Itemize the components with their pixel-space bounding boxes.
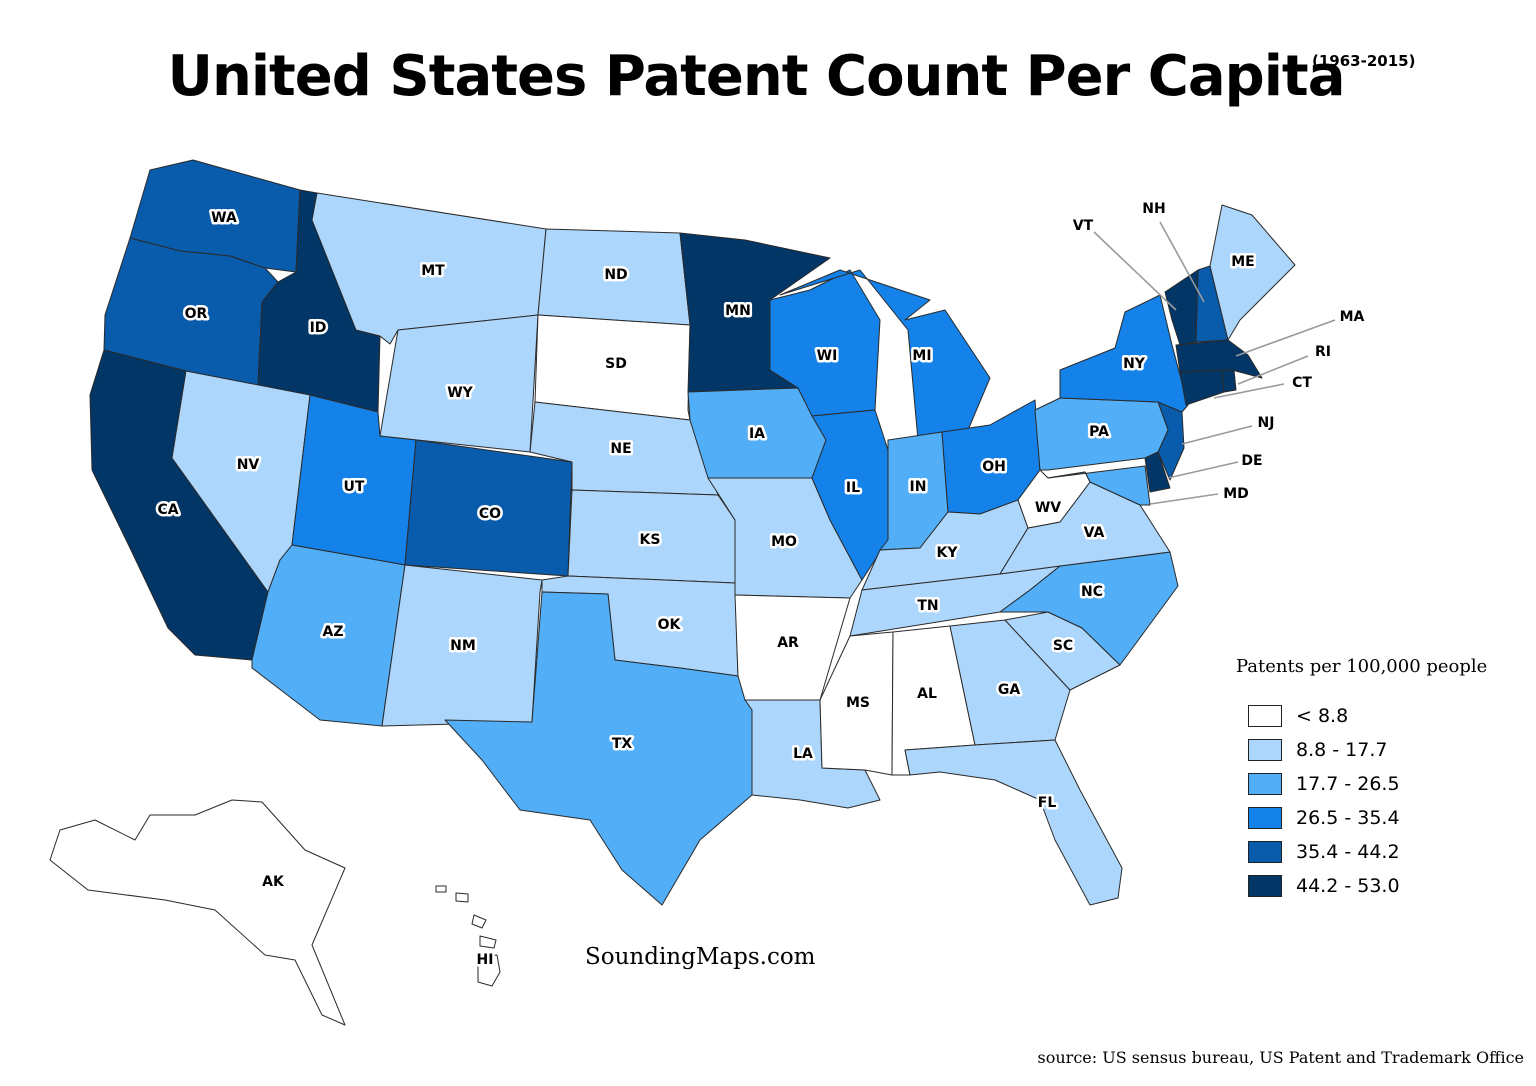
state-MI[interactable] [779,269,991,441]
state-label-MO: MO [771,534,797,550]
state-label-ID: ID [310,320,327,336]
state-IL[interactable] [811,409,889,581]
state-label-NV: NV [237,457,260,473]
state-label-IL: IL [846,480,860,496]
legend-label: 17.7 - 26.5 [1296,773,1400,795]
state-label-ND: ND [604,267,627,283]
map-subtitle: (1963-2015) [1312,52,1416,70]
state-label-GA: GA [998,682,1020,698]
state-label-LA: LA [793,746,813,762]
state-label-NY: NY [1123,356,1146,372]
state-RI[interactable] [1221,369,1237,393]
label-leader-lines [1093,221,1336,505]
legend-label: < 8.8 [1296,705,1349,727]
state-label-UT: UT [344,479,365,495]
state-NM[interactable] [381,564,543,727]
map-legend: Patents per 100,000 people < 8.8 8.8 - 1… [1236,656,1516,903]
state-label-KS: KS [640,532,661,548]
state-SD[interactable] [534,314,691,421]
state-label-CA: CA [157,502,178,518]
legend-label: 35.4 - 44.2 [1296,841,1400,863]
state-label-MI: MI [912,348,931,364]
state-NC[interactable] [999,551,1179,666]
state-WY[interactable] [379,314,539,453]
state-label-IN: IN [910,479,927,495]
state-HI[interactable] [477,954,501,987]
legend-item: 35.4 - 44.2 [1236,835,1516,869]
state-label-OK: OK [658,617,682,633]
state-label-VA: VA [1084,525,1105,541]
state-FL[interactable] [904,739,1123,906]
state-label-WA: WA [211,210,237,226]
state-label-IA: IA [749,426,765,442]
state-label-SC: SC [1053,638,1073,654]
legend-item: 26.5 - 35.4 [1236,801,1516,835]
state-label-ME: ME [1231,254,1255,270]
state-label-AR: AR [777,635,799,651]
state-label-CO: CO [479,506,501,522]
legend-swatch [1248,807,1282,829]
state-NY[interactable] [1059,294,1189,413]
state-label-WY: WY [447,385,473,401]
state-label-OR: OR [185,306,208,322]
state-label-DE: DE [1241,453,1262,469]
legend-swatch [1248,875,1282,897]
legend-item: 44.2 - 53.0 [1236,869,1516,903]
legend-item: 17.7 - 26.5 [1236,767,1516,801]
state-label-SD: SD [605,356,627,372]
state-label-AZ: AZ [323,624,344,640]
state-label-AL: AL [917,686,937,702]
state-label-AK: AK [262,874,285,890]
state-ME[interactable] [1209,204,1296,341]
state-label-NM: NM [450,638,476,654]
state-label-HI: HI [477,952,494,968]
state-label-NC: NC [1081,584,1103,600]
state-label-RI: RI [1315,344,1331,360]
state-label-VT: VT [1073,218,1094,234]
legend-swatch [1248,773,1282,795]
hawaii-islands [435,885,497,949]
state-AK[interactable] [49,799,346,1026]
legend-item: 8.8 - 17.7 [1236,733,1516,767]
state-label-NJ: NJ [1258,415,1275,431]
legend-swatch [1248,841,1282,863]
legend-item: < 8.8 [1236,699,1516,733]
state-label-TN: TN [917,598,938,614]
legend-title: Patents per 100,000 people [1236,656,1488,677]
state-label-FL: FL [1038,795,1057,811]
state-TX[interactable] [444,591,753,906]
state-label-CT: CT [1292,375,1312,391]
state-label-MS: MS [846,695,870,711]
state-label-MN: MN [725,303,751,319]
state-GA[interactable] [949,619,1071,746]
state-label-MD: MD [1223,486,1249,502]
legend-label: 8.8 - 17.7 [1296,739,1388,761]
state-label-WV: WV [1035,500,1061,516]
state-label-KY: KY [937,545,959,561]
legend-label: 26.5 - 35.4 [1296,807,1400,829]
state-label-PA: PA [1089,424,1109,440]
state-label-MT: MT [421,263,445,279]
source-text: source: US sensus bureau, US Patent and … [1037,1048,1524,1067]
map-title: United States Patent Count Per Capita [167,44,1346,109]
legend-swatch [1248,705,1282,727]
state-label-NE: NE [610,441,631,457]
credit-text: SoundingMaps.com [585,944,816,970]
state-label-MA: MA [1340,309,1365,325]
state-label-NH: NH [1142,201,1165,217]
state-CT[interactable] [1179,369,1225,406]
state-label-OH: OH [982,459,1006,475]
state-MD[interactable] [1047,465,1151,506]
state-label-TX: TX [612,736,633,752]
state-label-WI: WI [817,348,838,364]
legend-swatch [1248,739,1282,761]
legend-label: 44.2 - 53.0 [1296,875,1400,897]
